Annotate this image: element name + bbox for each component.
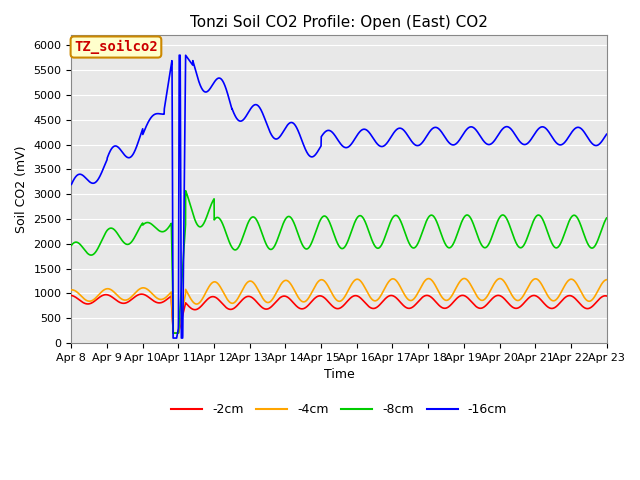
Legend: -2cm, -4cm, -8cm, -16cm: -2cm, -4cm, -8cm, -16cm	[166, 398, 512, 421]
X-axis label: Time: Time	[324, 368, 355, 381]
Text: TZ_soilco2: TZ_soilco2	[74, 40, 158, 54]
Title: Tonzi Soil CO2 Profile: Open (East) CO2: Tonzi Soil CO2 Profile: Open (East) CO2	[190, 15, 488, 30]
Y-axis label: Soil CO2 (mV): Soil CO2 (mV)	[15, 145, 28, 233]
